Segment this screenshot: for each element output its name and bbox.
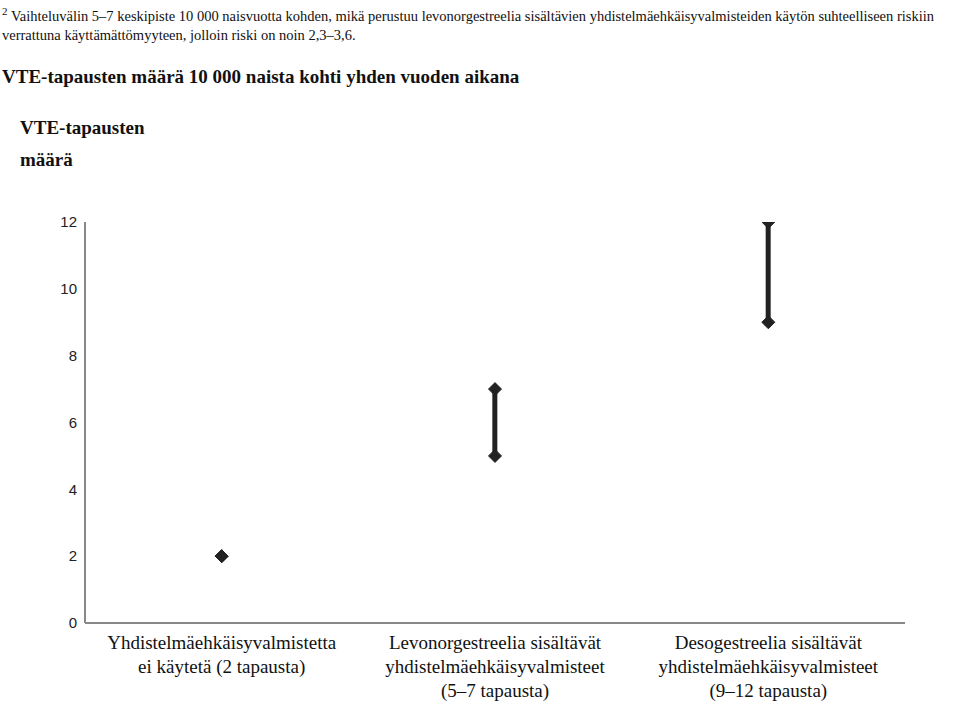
svg-text:12: 12 <box>60 213 77 230</box>
html-text:määrä: määrä <box>20 149 73 170</box>
svg-text:2: 2 <box>69 547 77 564</box>
svg-text:Levonorgestreelia sisältävät: Levonorgestreelia sisältävät <box>389 632 602 653</box>
svg-text:6: 6 <box>69 414 77 431</box>
svg-text:ei käytetä (2 tapausta): ei käytetä (2 tapausta) <box>138 656 305 678</box>
svg-text:(9–12 tapausta): (9–12 tapausta) <box>710 680 828 702</box>
svg-text:4: 4 <box>69 481 77 498</box>
html-text:2Vaihteluvälin 5–7 keskipiste: 2Vaihteluvälin 5–7 keskipiste 10 000 nai… <box>2 5 934 43</box>
html-text:VTE-tapausten määrä 10 000 nai: VTE-tapausten määrä 10 000 naista kohti … <box>2 66 520 87</box>
svg-text:10: 10 <box>60 280 77 297</box>
svg-text:Yhdistelmäehkäisyvalmistetta: Yhdistelmäehkäisyvalmistetta <box>107 632 337 653</box>
svg-text:yhdistelmäehkäisyvalmisteet: yhdistelmäehkäisyvalmisteet <box>385 656 605 677</box>
svg-text:yhdistelmäehkäisyvalmisteet: yhdistelmäehkäisyvalmisteet <box>659 656 879 677</box>
svg-text:Desogestreelia sisältävät: Desogestreelia sisältävät <box>675 632 863 653</box>
svg-text:8: 8 <box>69 347 77 364</box>
svg-text:0: 0 <box>69 614 77 631</box>
html-text:VTE-tapausten: VTE-tapausten <box>20 117 145 138</box>
svg-text:(5–7 tapausta): (5–7 tapausta) <box>441 680 549 702</box>
